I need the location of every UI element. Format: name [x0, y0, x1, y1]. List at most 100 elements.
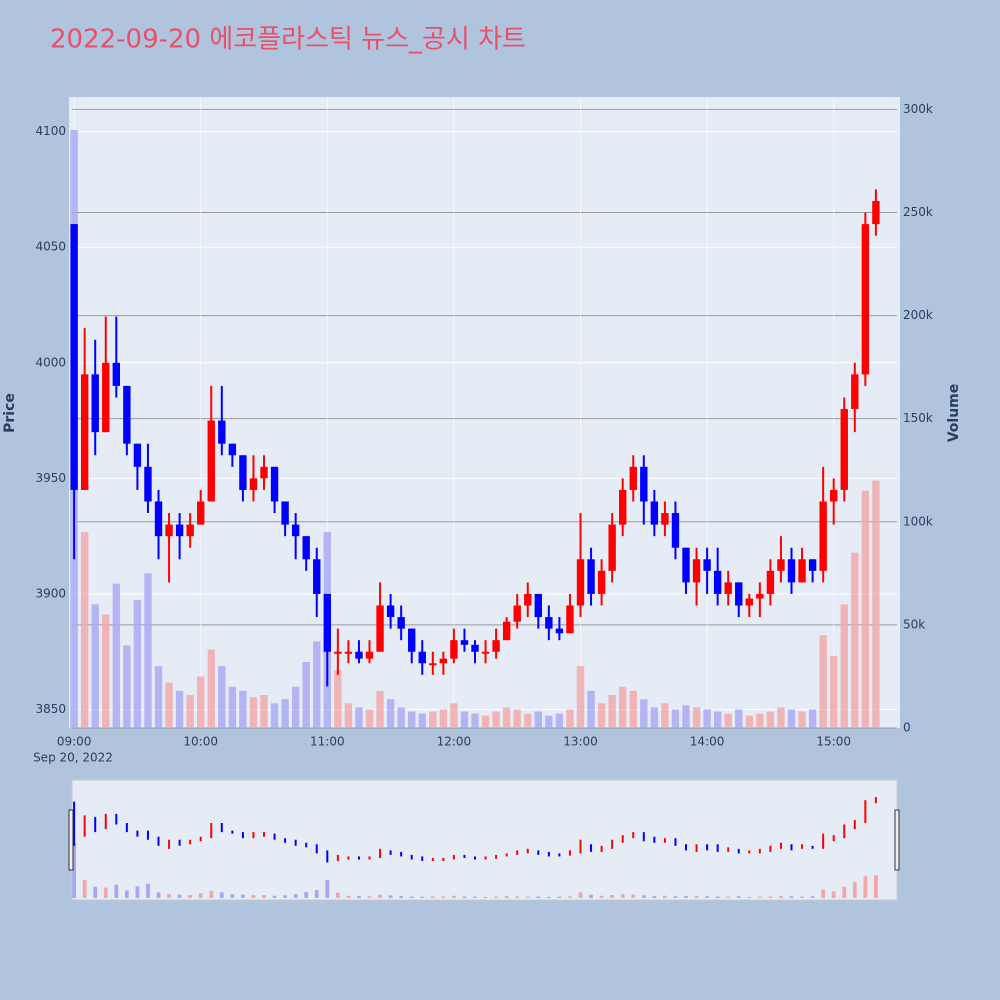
y-tick-label: 4050	[35, 240, 66, 254]
volume-bar	[798, 711, 806, 728]
y-axis-label: Price	[2, 393, 18, 433]
mini-volume-bar	[219, 892, 224, 898]
volume-bar	[397, 707, 405, 728]
volume-bar	[703, 709, 711, 728]
volume-bar	[376, 690, 384, 728]
volume-bar	[112, 583, 121, 728]
candle-body	[640, 466, 648, 502]
mini-volume-bar	[652, 896, 657, 898]
candle-body	[555, 628, 564, 634]
volume-bar	[492, 711, 500, 728]
candle-body	[313, 559, 321, 594]
volume-bar	[207, 649, 215, 728]
volume-bar	[165, 682, 173, 728]
mini-volume-bar	[357, 896, 361, 898]
mini-volume-bar	[515, 896, 520, 898]
mini-volume-bar	[578, 892, 583, 898]
candle-body	[629, 466, 637, 490]
candle-body	[724, 582, 732, 594]
volume-bar	[418, 713, 426, 728]
y2-tick-label: 200k	[903, 308, 933, 322]
y-tick-label: 4000	[35, 355, 66, 369]
candle-body	[408, 628, 416, 652]
mini-volume-bar	[167, 893, 171, 898]
candle-body	[334, 651, 342, 654]
mini-volume-bar	[420, 896, 425, 898]
x-tick-label: 09:00	[57, 735, 92, 749]
volume-bar	[291, 686, 300, 728]
x-tick-label: 10:00	[183, 735, 218, 749]
mini-volume-bar	[747, 896, 752, 898]
candle-body	[766, 570, 775, 594]
mini-volume-bar	[314, 890, 319, 898]
volume-bar	[450, 703, 458, 728]
candle-body	[386, 605, 395, 618]
volume-bar	[671, 709, 680, 728]
volume-bar	[745, 715, 753, 728]
candle-body	[154, 501, 163, 537]
volume-bar	[471, 713, 479, 728]
volume-bar	[102, 614, 110, 728]
candle-body	[608, 524, 616, 571]
candle-body	[671, 513, 680, 548]
range-handle[interactable]	[894, 809, 900, 871]
mini-volume-bar	[768, 896, 773, 898]
mini-volume-bar	[93, 886, 98, 898]
y-tick-label: 4100	[35, 124, 66, 138]
candle-body	[587, 559, 595, 594]
candle-body	[112, 362, 121, 386]
mini-volume-bar	[705, 896, 709, 898]
x-tick-label: 12:00	[437, 735, 472, 749]
volume-bar	[861, 490, 870, 728]
candle-body	[872, 201, 880, 225]
mini-volume-bar	[874, 875, 878, 898]
mini-volume-bar	[452, 895, 456, 898]
volume-bar	[460, 711, 469, 728]
volume-bar	[355, 707, 363, 728]
volume-bar	[408, 711, 416, 728]
mini-volume-bar	[241, 894, 245, 898]
y2-tick-label: 300k	[903, 102, 933, 116]
candle-body	[91, 374, 99, 433]
volume-bar	[534, 711, 542, 728]
candle-body	[840, 409, 848, 490]
candle-body	[376, 605, 384, 652]
candle-body	[576, 559, 585, 606]
mini-volume-bar	[631, 894, 636, 898]
mini-volume-bar	[209, 890, 214, 898]
mini-volume-bar	[399, 896, 404, 898]
y-tick-label: 3950	[35, 471, 66, 485]
candle-body	[439, 658, 448, 664]
volume-bar	[766, 711, 775, 728]
volume-bar	[270, 703, 279, 728]
x-tick-label: 14:00	[690, 735, 725, 749]
volume-bar	[640, 699, 648, 728]
y2-tick-label: 150k	[903, 411, 933, 425]
candle-body	[619, 489, 627, 525]
candle-body	[218, 420, 226, 444]
volume-bar	[197, 676, 205, 728]
candle-body	[861, 224, 870, 375]
mini-volume-bar	[620, 894, 625, 898]
mini-volume-bar	[336, 892, 340, 898]
range-handle[interactable]	[68, 809, 74, 871]
candle-body	[165, 524, 173, 537]
candle-body	[418, 651, 426, 664]
mini-volume-bar	[125, 890, 129, 898]
volume-bar	[439, 709, 448, 728]
volume-bar	[819, 635, 827, 728]
volume-bar	[344, 703, 353, 728]
candle-body	[745, 598, 753, 606]
volume-bar	[481, 715, 490, 728]
range-slider[interactable]	[71, 779, 898, 901]
x-tick-label: 15:00	[816, 735, 851, 749]
mini-volume-bar	[694, 896, 699, 898]
candle-body	[70, 224, 78, 490]
mini-volume-bar	[758, 896, 762, 898]
candle-body	[851, 374, 859, 410]
mini-volume-bar	[367, 896, 372, 898]
mini-volume-bar	[610, 894, 614, 898]
mini-volume-bar	[325, 879, 330, 898]
volume-bar	[91, 604, 99, 728]
candle-body	[344, 651, 353, 654]
